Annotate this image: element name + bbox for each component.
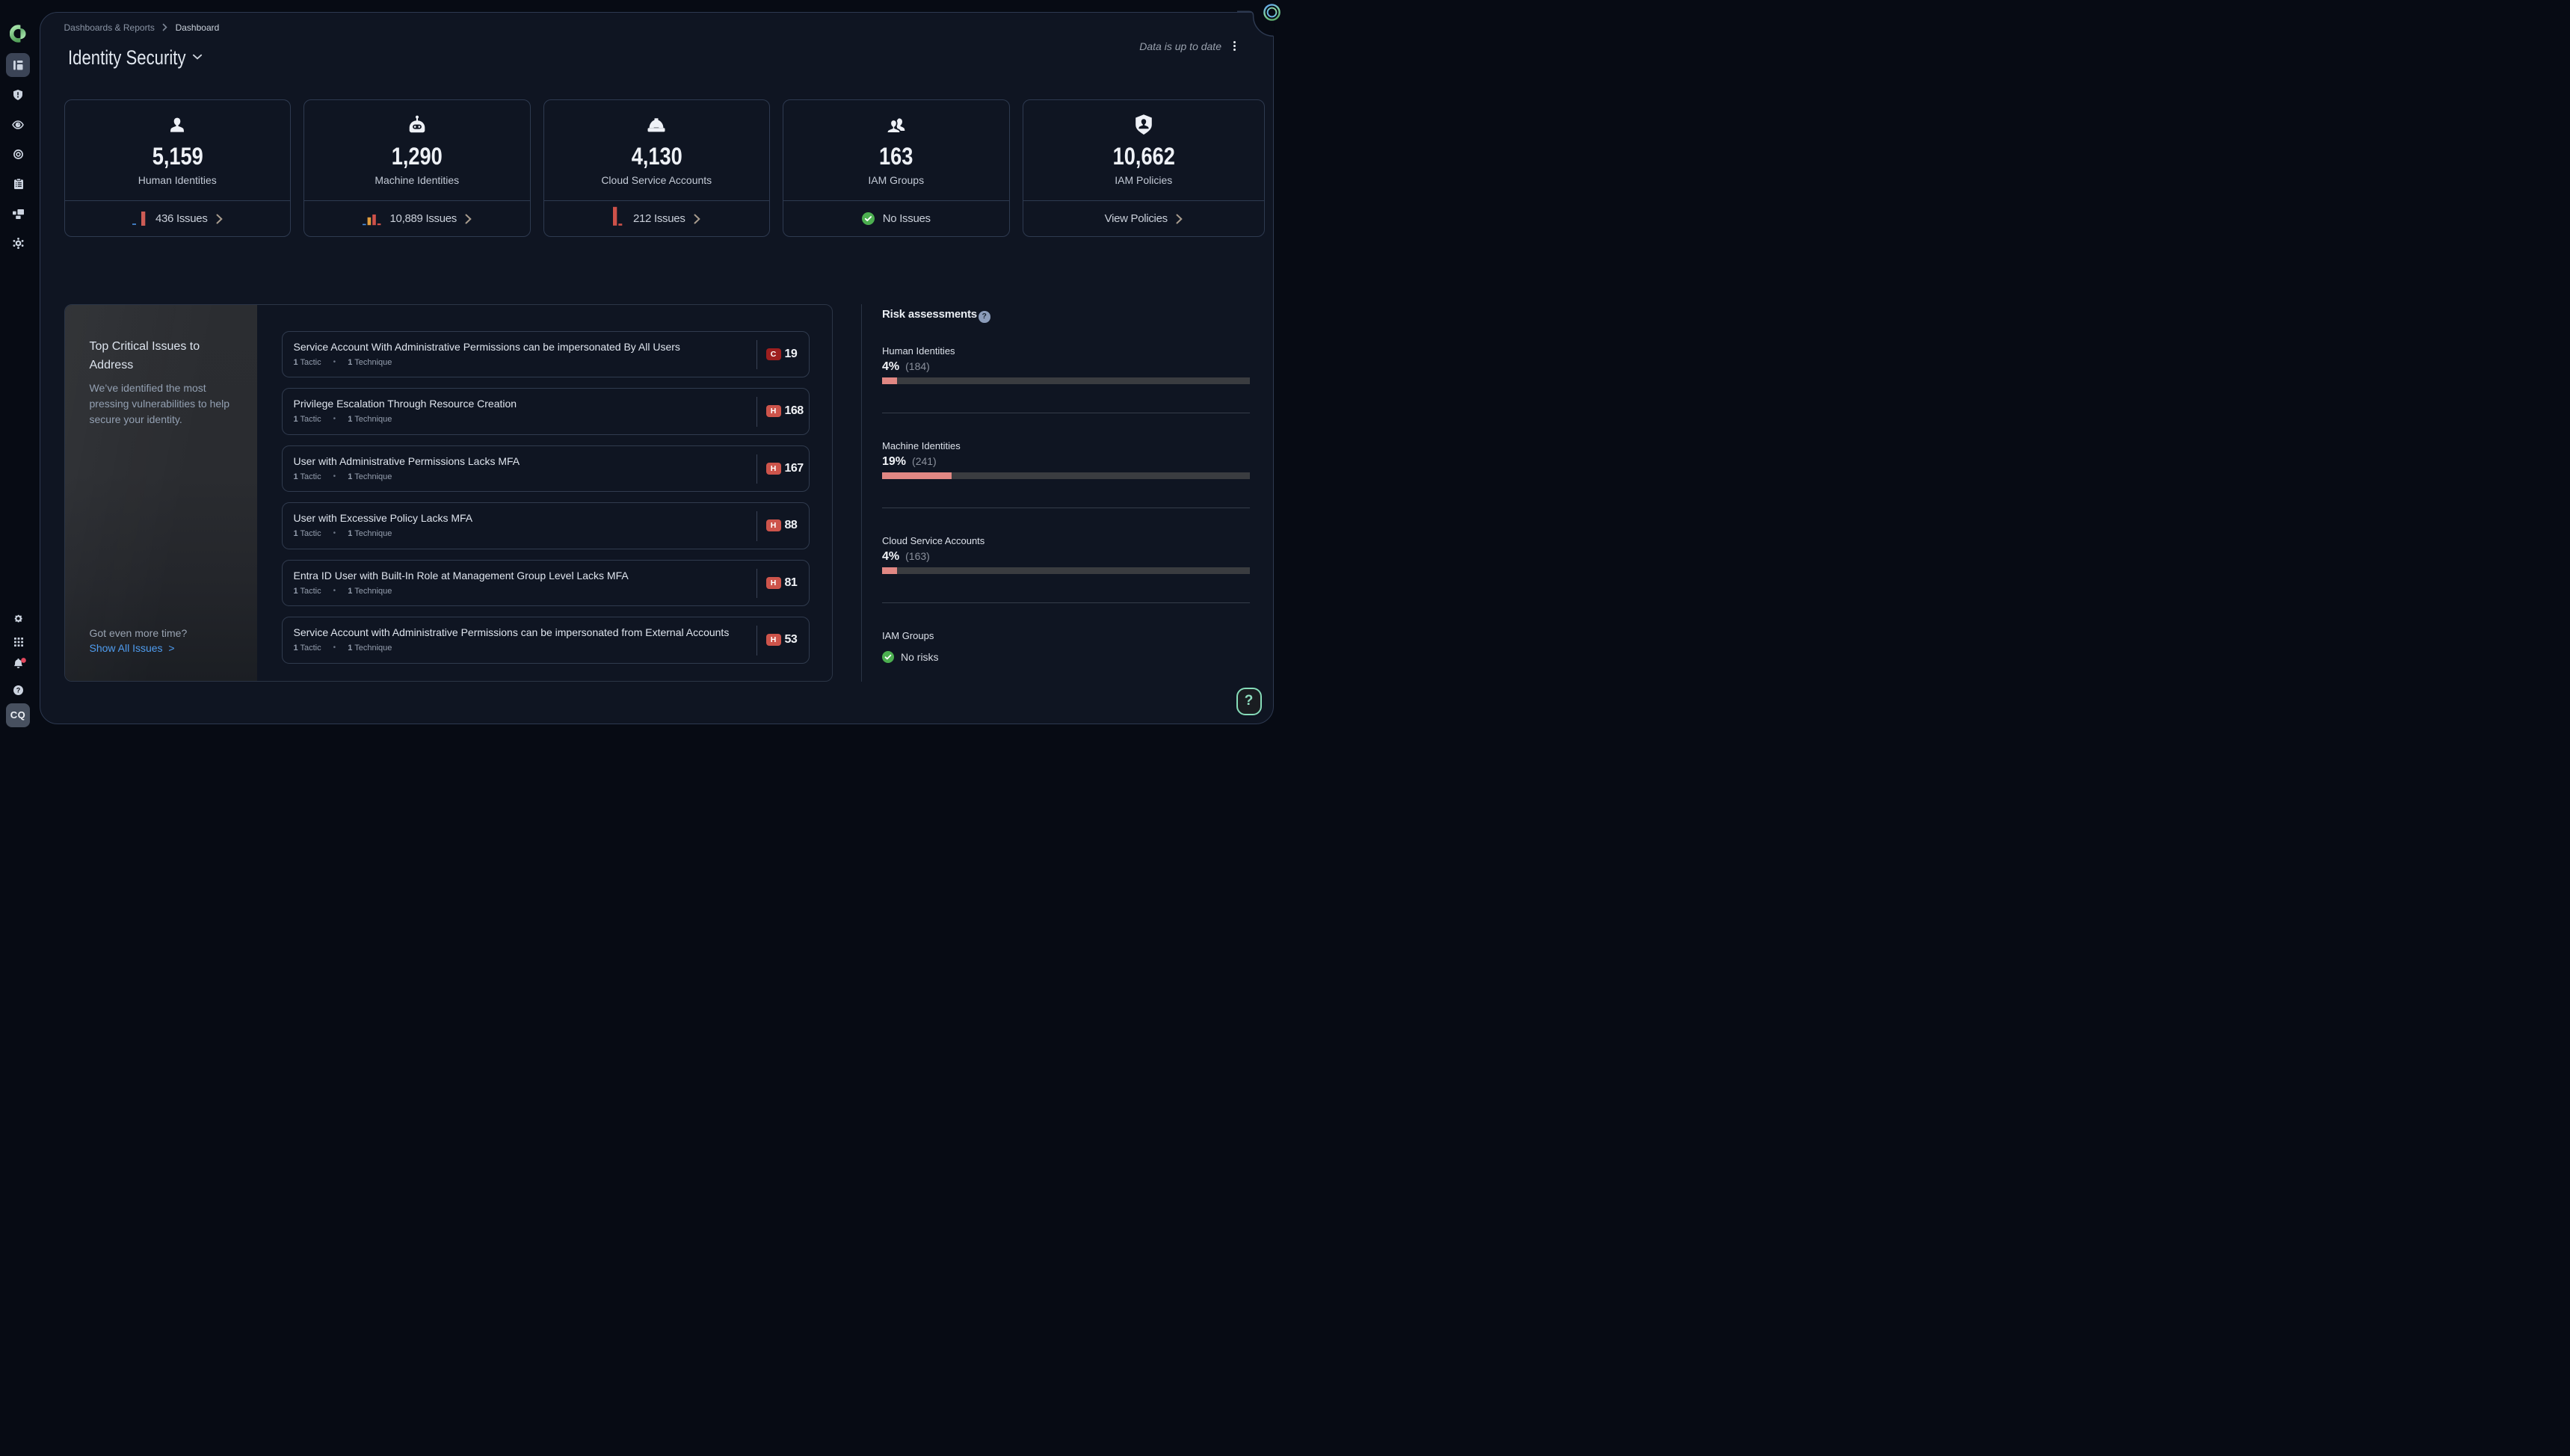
svg-text:?: ? [16, 686, 20, 694]
